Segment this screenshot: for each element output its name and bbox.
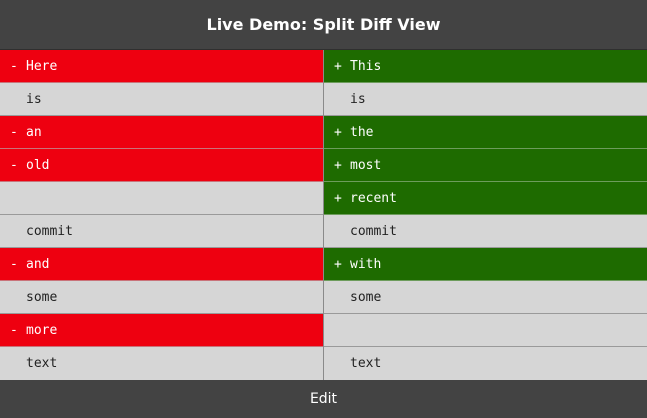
right-line-5-text: recent	[350, 190, 397, 206]
left-diff-pane: - Here is - an - old commit - and some - more…	[0, 50, 323, 380]
edit-button[interactable]: Edit	[0, 380, 647, 418]
right-line-7-marker: +	[334, 256, 342, 272]
right-line-4-marker: +	[334, 157, 342, 173]
right-line-2-text: is	[350, 91, 366, 107]
right-line-10: text	[324, 347, 647, 380]
right-line-7-text: with	[350, 256, 382, 272]
right-line-1: + This	[324, 50, 647, 83]
right-line-3-text: the	[350, 124, 374, 140]
left-line-10: text	[0, 347, 323, 380]
right-line-9	[324, 314, 647, 347]
right-line-6-text: commit	[350, 223, 397, 239]
right-line-2: is	[324, 83, 647, 116]
left-line-4-text: old	[26, 157, 50, 173]
right-line-4-text: most	[350, 157, 382, 173]
right-line-10-text: text	[350, 356, 382, 371]
left-line-4-marker: -	[10, 157, 18, 173]
diff-view: - Here is - an - old commit - and some - more…	[0, 50, 647, 380]
left-line-7: - and	[0, 248, 323, 281]
left-line-6: commit	[0, 215, 323, 248]
left-line-3-marker: -	[10, 124, 18, 140]
right-line-4: + most	[324, 149, 647, 182]
left-line-7-text: and	[26, 256, 50, 272]
right-line-3: + the	[324, 116, 647, 149]
right-line-5: + recent	[324, 182, 647, 215]
left-line-1-text: Here	[26, 58, 58, 74]
right-line-7: + with	[324, 248, 647, 281]
left-line-8: some	[0, 281, 323, 314]
left-line-5	[0, 182, 323, 215]
left-line-9: - more	[0, 314, 323, 347]
left-line-7-marker: -	[10, 256, 18, 272]
left-line-3: - an	[0, 116, 323, 149]
left-line-2-text: is	[26, 91, 42, 107]
left-line-1-marker: -	[10, 58, 18, 74]
left-line-1: - Here	[0, 50, 323, 83]
left-line-6-text: commit	[26, 223, 73, 239]
left-line-3-text: an	[26, 124, 42, 140]
left-line-10-text: text	[26, 356, 58, 371]
right-line-1-marker: +	[334, 58, 342, 74]
left-line-9-text: more	[26, 322, 58, 338]
right-line-5-marker: +	[334, 190, 342, 206]
right-line-1-text: This	[350, 58, 382, 74]
right-line-6: commit	[324, 215, 647, 248]
right-line-8: some	[324, 281, 647, 314]
left-line-4: - old	[0, 149, 323, 182]
page-title: Live Demo: Split Diff View	[0, 0, 647, 50]
left-line-9-marker: -	[10, 322, 18, 338]
left-line-8-text: some	[26, 289, 58, 305]
left-line-2: is	[0, 83, 323, 116]
right-line-8-text: some	[350, 289, 382, 305]
right-diff-pane: + This is + the + most + recent commit + with…	[323, 50, 647, 380]
right-line-3-marker: +	[334, 124, 342, 140]
